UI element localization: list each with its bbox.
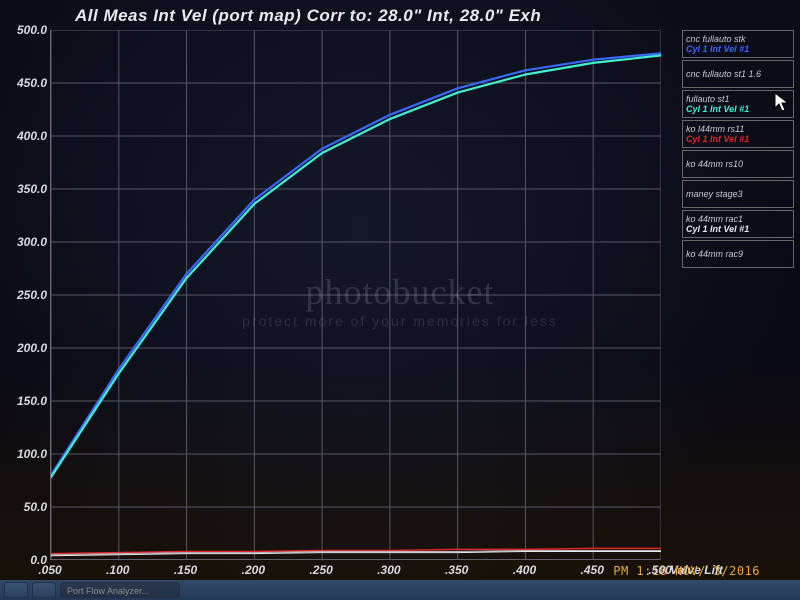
x-tick-label: .500 [648,563,671,577]
camera-timestamp: PM 1:18 NOV/ 3/2016 [613,564,760,578]
legend-item[interactable]: fullauto st1Cyl 1 Int Vel #1 [682,90,794,118]
y-tick-label: 500.0 [2,23,47,37]
x-tick-label: .300 [377,563,400,577]
y-tick-label: 400.0 [2,129,47,143]
x-tick-label: .450 [581,563,604,577]
legend: cnc fullauto stkCyl 1 Int Vel #1 cnc full… [682,30,794,268]
y-tick-label: 200.0 [2,341,47,355]
y-tick-label: 350.0 [2,182,47,196]
chart-svg [51,30,661,560]
legend-item-label: maney stage3 [686,190,790,200]
y-tick-label: 100.0 [2,447,47,461]
legend-item-label: cnc fullauto st1 1.6 [686,70,790,80]
x-tick-label: .050 [38,563,61,577]
y-tick-label: 50.0 [2,500,47,514]
taskbar-button[interactable] [32,582,56,598]
legend-item[interactable]: cnc fullauto stkCyl 1 Int Vel #1 [682,30,794,58]
legend-item[interactable]: cnc fullauto st1 1.6 [682,60,794,88]
legend-item-sub: Cyl 1 Int Vel #1 [686,45,790,55]
legend-item[interactable]: ko 44mm rs10 [682,150,794,178]
legend-item[interactable]: ko l44mm rs11Cyl 1 Int Vel #1 [682,120,794,148]
legend-item[interactable]: ko 44mm rac1Cyl 1 Int Vel #1 [682,210,794,238]
x-tick-label: .200 [242,563,265,577]
legend-item-sub: Cyl 1 Int Vel #1 [686,105,790,115]
taskbar-button[interactable]: Port Flow Analyzer... [60,582,180,598]
x-tick-label: .100 [106,563,129,577]
x-tick-label: .250 [309,563,332,577]
legend-item-label: ko 44mm rac9 [686,250,790,260]
chart-area [50,30,660,560]
legend-item-sub: Cyl 1 Int Vel #1 [686,225,790,235]
y-tick-label: 150.0 [2,394,47,408]
x-tick-label: .150 [174,563,197,577]
x-tick-label: .350 [445,563,468,577]
legend-item[interactable]: maney stage3 [682,180,794,208]
legend-item-label: ko 44mm rs10 [686,160,790,170]
legend-item-sub: Cyl 1 Int Vel #1 [686,135,790,145]
y-tick-label: 250.0 [2,288,47,302]
y-tick-label: 450.0 [2,76,47,90]
x-tick-label: .400 [513,563,536,577]
chart-title: All Meas Int Vel (port map) Corr to: 28.… [75,6,541,26]
legend-item[interactable]: ko 44mm rac9 [682,240,794,268]
taskbar[interactable]: Port Flow Analyzer... [0,580,800,600]
taskbar-button[interactable] [4,582,28,598]
y-tick-label: 300.0 [2,235,47,249]
